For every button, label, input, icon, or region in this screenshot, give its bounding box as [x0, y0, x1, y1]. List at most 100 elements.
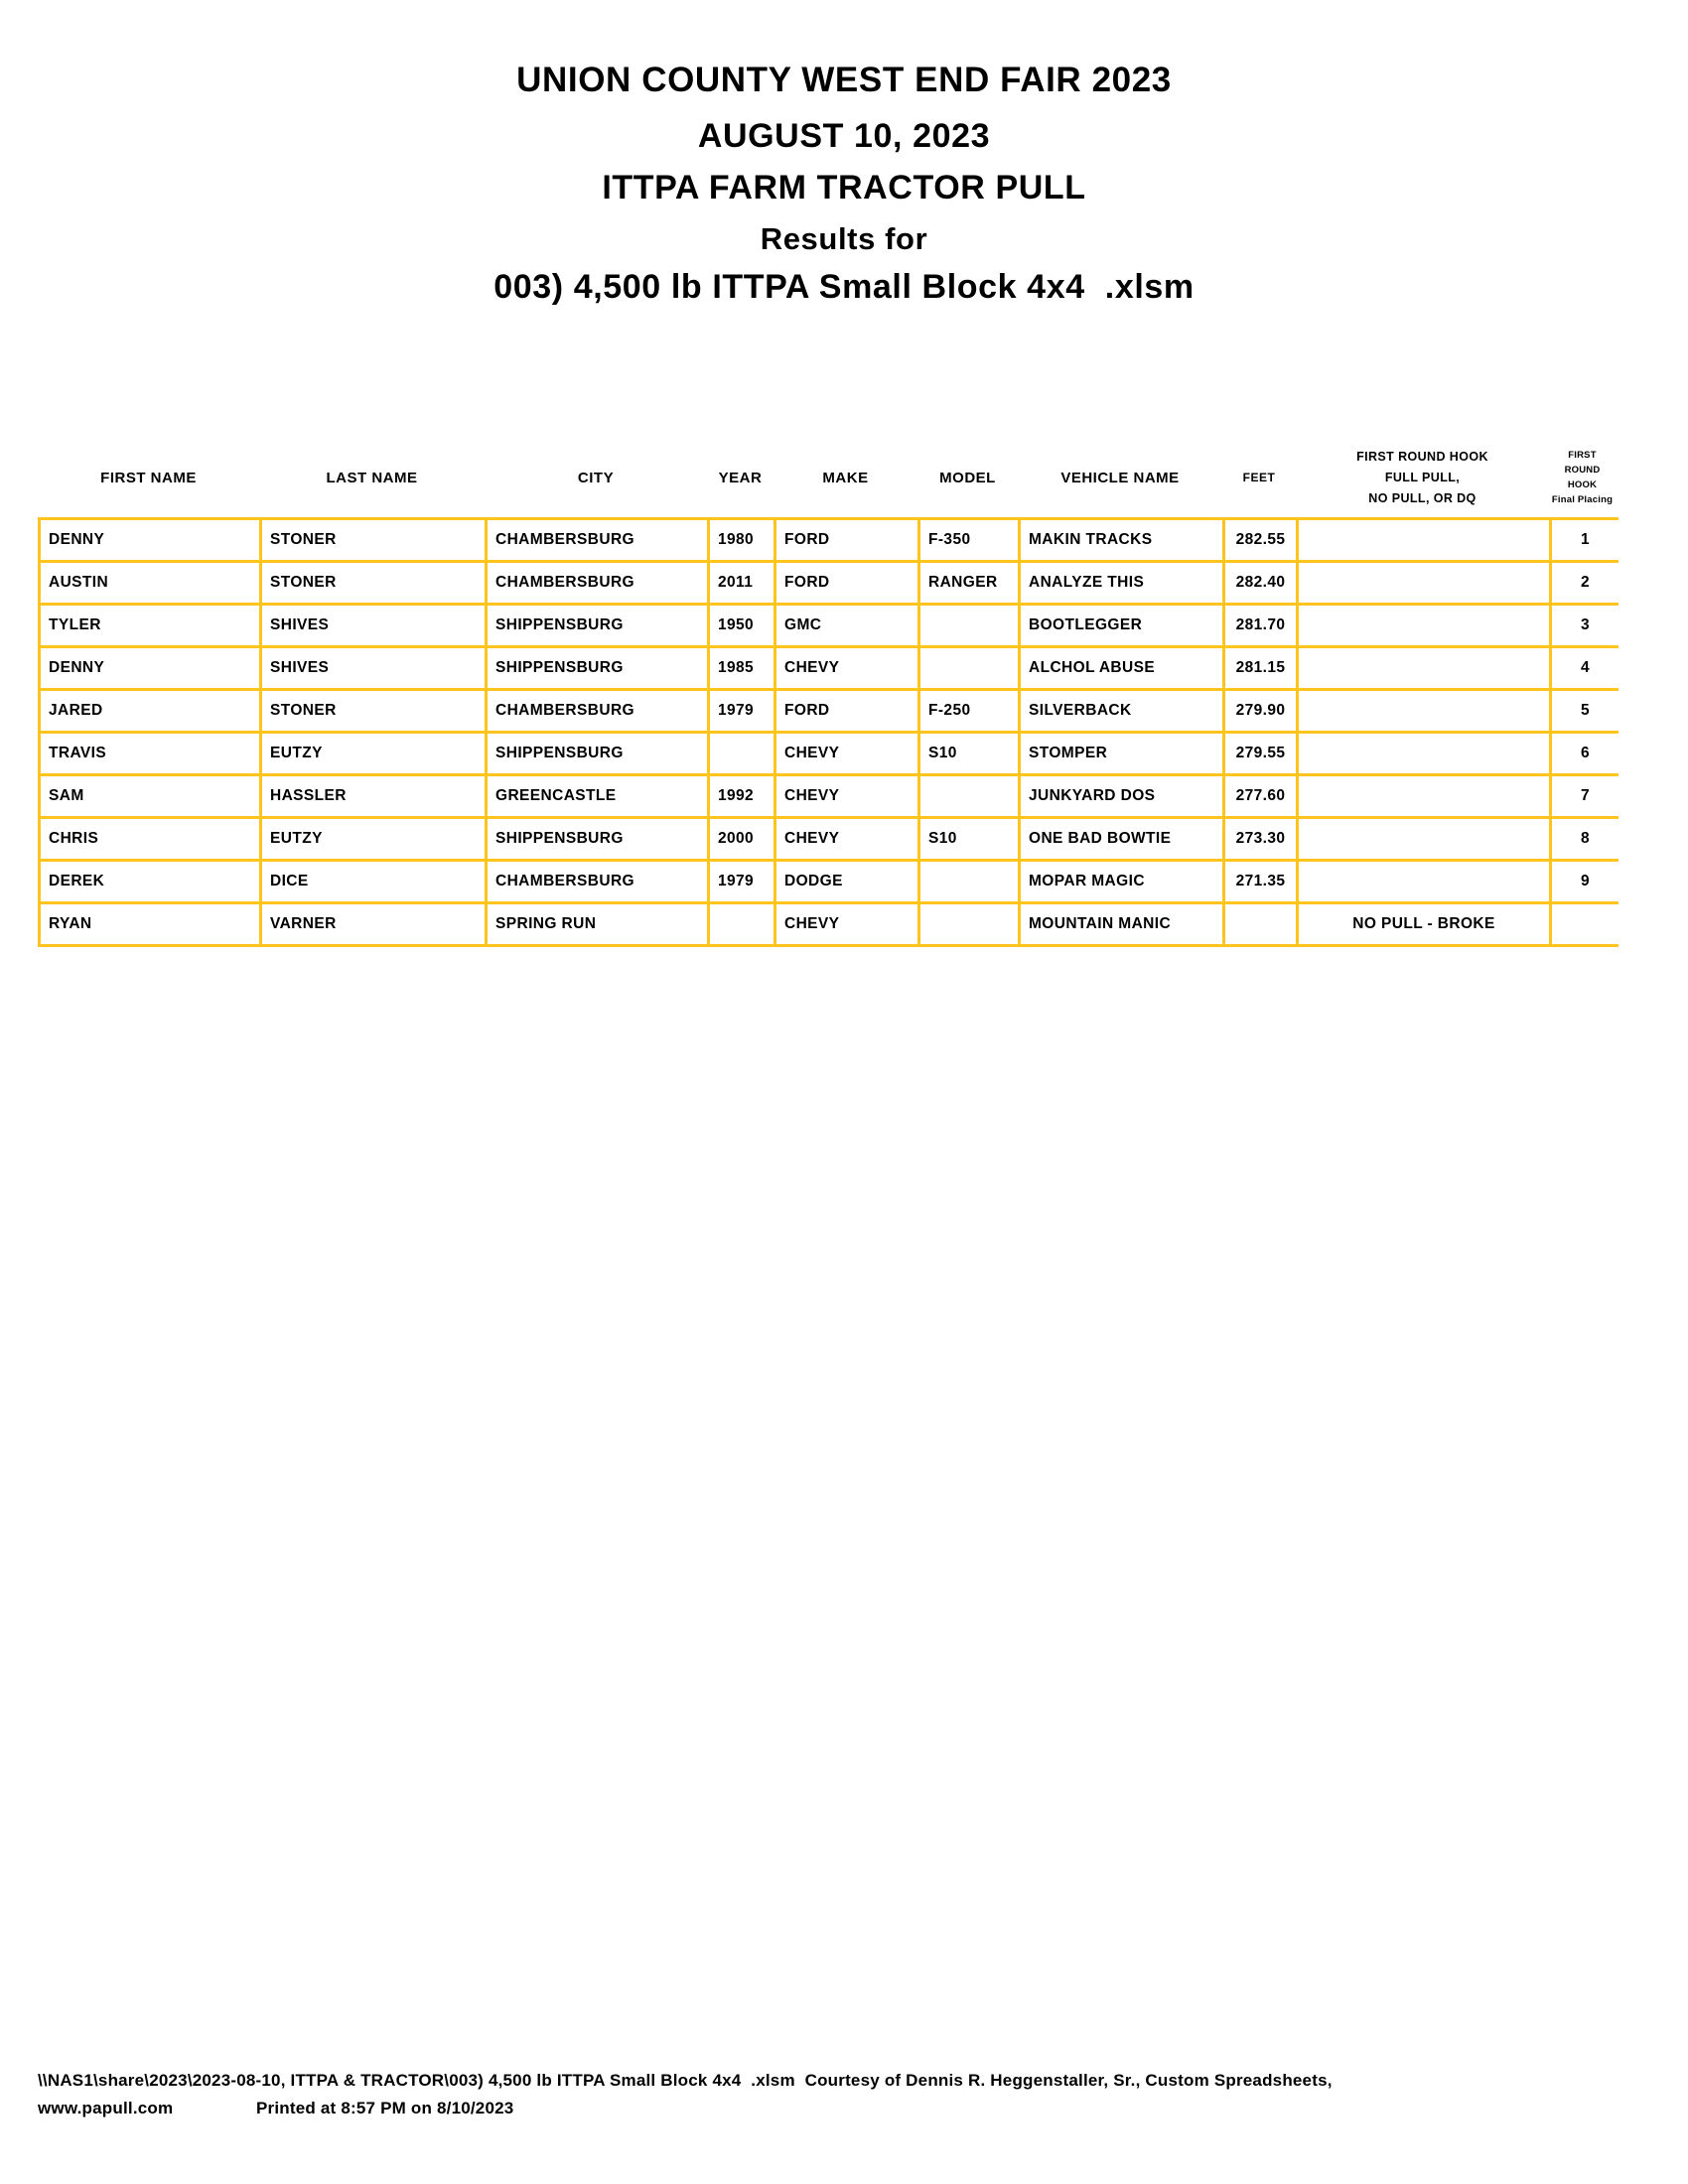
- table-row: CHRIS EUTZY SHIPPENSBURG 2000 CHEVY S10 ONE BA…: [41, 819, 1618, 862]
- cell-hook-result: [1299, 819, 1552, 859]
- column-header-year: YEAR: [718, 469, 763, 486]
- cell-placing: 3: [1580, 616, 1591, 633]
- cell-placing: [1552, 904, 1618, 944]
- cell-model: F-350: [920, 520, 1021, 560]
- cell-feet: 279.55: [1225, 734, 1299, 773]
- results-table: DENNY STONER CHAMBERSBURG 1980 FORD F-350 MAKI…: [38, 517, 1618, 947]
- cell-model: F-250: [920, 691, 1021, 731]
- cell-city: SHIPPENSBURG: [488, 734, 710, 773]
- cell-vehicle-name: MOUNTAIN MANIC: [1021, 904, 1225, 944]
- cell-vehicle-name: STOMPER: [1021, 734, 1225, 773]
- column-header-placing: FIRST ROUND HOOK Final Placing: [1549, 448, 1616, 507]
- cell-year: 1950: [710, 606, 776, 645]
- cell-city: SHIPPENSBURG: [488, 819, 710, 859]
- cell-vehicle-name: MOPAR MAGIC: [1021, 862, 1225, 901]
- cell-city: SHIPPENSBURG: [488, 648, 710, 688]
- cell-feet: 282.40: [1225, 563, 1299, 603]
- event-title: UNION COUNTY WEST END FAIR 2023: [516, 61, 1172, 99]
- table-row: DENNY STONER CHAMBERSBURG 1980 FORD F-350 MAKI…: [41, 520, 1618, 563]
- column-header-line: FIRST ROUND HOOK: [1356, 449, 1488, 464]
- table-row: DEREK DICE CHAMBERSBURG 1979 DODGE MOPAR MAGI…: [41, 862, 1618, 904]
- column-header-line: FIRST ROUND: [1564, 450, 1601, 476]
- column-header-first-name: FIRST NAME: [100, 469, 197, 486]
- column-header-line: NO PULL, OR DQ: [1368, 490, 1477, 505]
- cell-last-name: HASSLER: [262, 776, 488, 816]
- cell-make: FORD: [776, 563, 920, 603]
- cell-vehicle-name: ONE BAD BOWTIE: [1021, 819, 1225, 859]
- cell-first-name: TRAVIS: [41, 734, 262, 773]
- cell-city: CHAMBERSBURG: [488, 691, 710, 731]
- event-date: AUGUST 10, 2023: [697, 117, 991, 155]
- printed-timestamp: Printed at 8:57 PM on 8/10/2023: [256, 2099, 514, 2117]
- cell-first-name: SAM: [41, 776, 262, 816]
- cell-make: DODGE: [776, 862, 920, 901]
- cell-year: 1979: [710, 691, 776, 731]
- column-header-model: MODEL: [939, 469, 996, 486]
- cell-city: SHIPPENSBURG: [488, 606, 710, 645]
- cell-hook-result: [1299, 734, 1552, 773]
- cell-first-name: AUSTIN: [41, 563, 262, 603]
- cell-vehicle-name: MAKIN TRACKS: [1021, 520, 1225, 560]
- cell-model: S10: [920, 819, 1021, 859]
- cell-make: GMC: [776, 606, 920, 645]
- cell-feet: 282.55: [1225, 520, 1299, 560]
- cell-first-name: DENNY: [41, 520, 262, 560]
- cell-placing: 8: [1580, 830, 1591, 847]
- cell-placing: 7: [1580, 787, 1591, 804]
- cell-city: GREENCASTLE: [488, 776, 710, 816]
- table-column-headers: FIRST NAME LAST NAME CITY YEAR MAKE MODEL VEHI…: [38, 441, 1618, 514]
- cell-placing: 4: [1580, 659, 1591, 676]
- cell-model: RANGER: [920, 563, 1021, 603]
- cell-placing: 2: [1580, 574, 1591, 591]
- cell-make: CHEVY: [776, 904, 920, 944]
- cell-model: [920, 606, 1021, 645]
- cell-first-name: RYAN: [41, 904, 262, 944]
- cell-make: CHEVY: [776, 648, 920, 688]
- cell-model: [920, 862, 1021, 901]
- table-row: DENNY SHIVES SHIPPENSBURG 1985 CHEVY ALCHOL A…: [41, 648, 1618, 691]
- cell-year: 1985: [710, 648, 776, 688]
- cell-feet: 279.90: [1225, 691, 1299, 731]
- cell-last-name: STONER: [262, 563, 488, 603]
- cell-hook-result: [1299, 563, 1552, 603]
- cell-vehicle-name: BOOTLEGGER: [1021, 606, 1225, 645]
- cell-last-name: VARNER: [262, 904, 488, 944]
- cell-feet: 281.70: [1225, 606, 1299, 645]
- cell-placing: 1: [1580, 531, 1591, 548]
- column-header-feet: FEET: [1242, 471, 1276, 484]
- cell-placing: 9: [1580, 873, 1591, 889]
- cell-last-name: DICE: [262, 862, 488, 901]
- cell-placing: 6: [1580, 745, 1591, 761]
- cell-hook-result: [1299, 691, 1552, 731]
- cell-first-name: DEREK: [41, 862, 262, 901]
- cell-placing: 5: [1580, 702, 1591, 719]
- cell-city: SPRING RUN: [488, 904, 710, 944]
- cell-year: 1992: [710, 776, 776, 816]
- table-row: TYLER SHIVES SHIPPENSBURG 1950 GMC BOOTLEGGER…: [41, 606, 1618, 648]
- cell-hook-result: [1299, 648, 1552, 688]
- cell-last-name: EUTZY: [262, 819, 488, 859]
- column-header-hook-result: FIRST ROUND HOOK FULL PULL, NO PULL, OR DQ: [1296, 447, 1549, 509]
- cell-feet: [1225, 904, 1299, 944]
- column-header-line: HOOK: [1567, 479, 1598, 490]
- file-path-text: \\NAS1\share\2023\2023-08-10, ITTPA & TR…: [38, 2071, 1333, 2090]
- cell-feet: 277.60: [1225, 776, 1299, 816]
- table-row: JARED STONER CHAMBERSBURG 1979 FORD F-250 SILV…: [41, 691, 1618, 734]
- cell-model: [920, 648, 1021, 688]
- cell-year: [710, 904, 776, 944]
- column-header-vehicle-name: VEHICLE NAME: [1060, 469, 1180, 486]
- cell-make: CHEVY: [776, 734, 920, 773]
- cell-model: S10: [920, 734, 1021, 773]
- cell-first-name: DENNY: [41, 648, 262, 688]
- cell-year: 1979: [710, 862, 776, 901]
- column-header-line: Final Placing: [1551, 494, 1614, 505]
- cell-hook-result: NO PULL - BROKE: [1299, 904, 1552, 944]
- cell-vehicle-name: ALCHOL ABUSE: [1021, 648, 1225, 688]
- cell-make: CHEVY: [776, 819, 920, 859]
- cell-hook-result: [1299, 520, 1552, 560]
- table-row: RYAN VARNER SPRING RUN CHEVY MOUNTAIN MANIC N…: [41, 904, 1618, 947]
- cell-city: CHAMBERSBURG: [488, 520, 710, 560]
- cell-hook-result: [1299, 606, 1552, 645]
- cell-first-name: CHRIS: [41, 819, 262, 859]
